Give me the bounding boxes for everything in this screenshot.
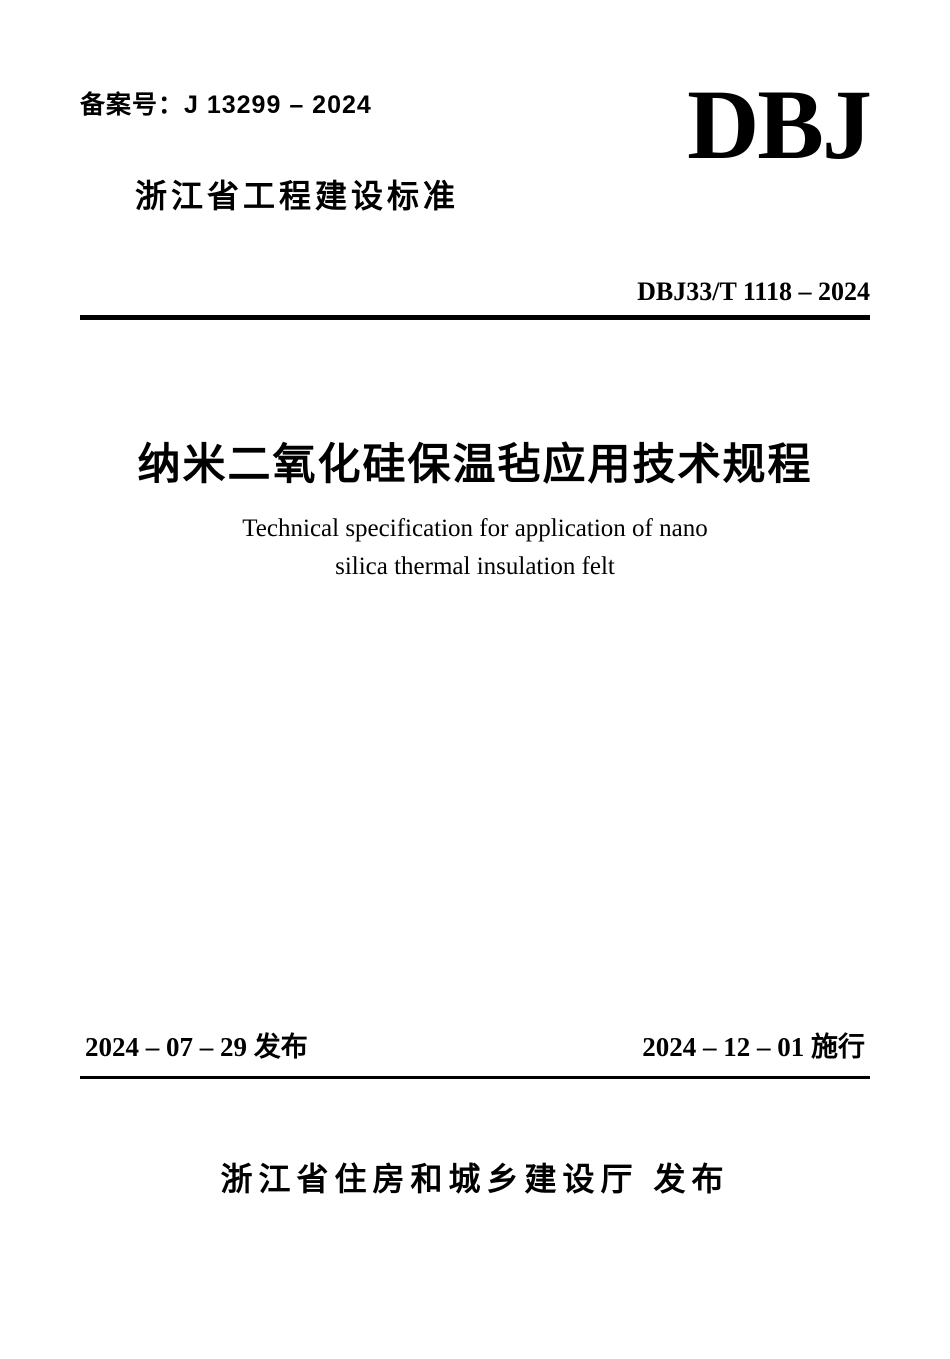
dates-section: 2024 – 07 – 29 发布 2024 – 12 – 01 施行: [80, 1025, 870, 1064]
dbj-logo: DBJ: [687, 75, 870, 175]
release-date: 2024 – 07 – 29 发布: [85, 1025, 308, 1064]
publisher: 浙江省住房和城乡建设厅 发布: [80, 1154, 870, 1200]
standard-number: DBJ33/T 1118 – 2024: [80, 277, 870, 307]
title-section: 纳米二氧化硅保温毡应用技术规程 Technical specification …: [80, 430, 870, 585]
province-standard-label: 浙江省工程建设标准: [135, 171, 459, 217]
implement-date: 2024 – 12 – 01 施行: [642, 1025, 865, 1064]
bottom-divider: [80, 1076, 870, 1079]
main-title-english: Technical specification for application …: [80, 510, 870, 585]
header-section: 备案号：J 13299 – 2024 浙江省工程建设标准 DBJ: [80, 85, 870, 217]
filing-number: 备案号：J 13299 – 2024: [80, 85, 459, 121]
filing-block: 备案号：J 13299 – 2024 浙江省工程建设标准: [80, 85, 459, 217]
top-divider: [80, 315, 870, 320]
english-line-1: Technical specification for application …: [242, 515, 707, 542]
main-title-chinese: 纳米二氧化硅保温毡应用技术规程: [80, 430, 870, 492]
english-line-2: silica thermal insulation felt: [335, 553, 615, 580]
